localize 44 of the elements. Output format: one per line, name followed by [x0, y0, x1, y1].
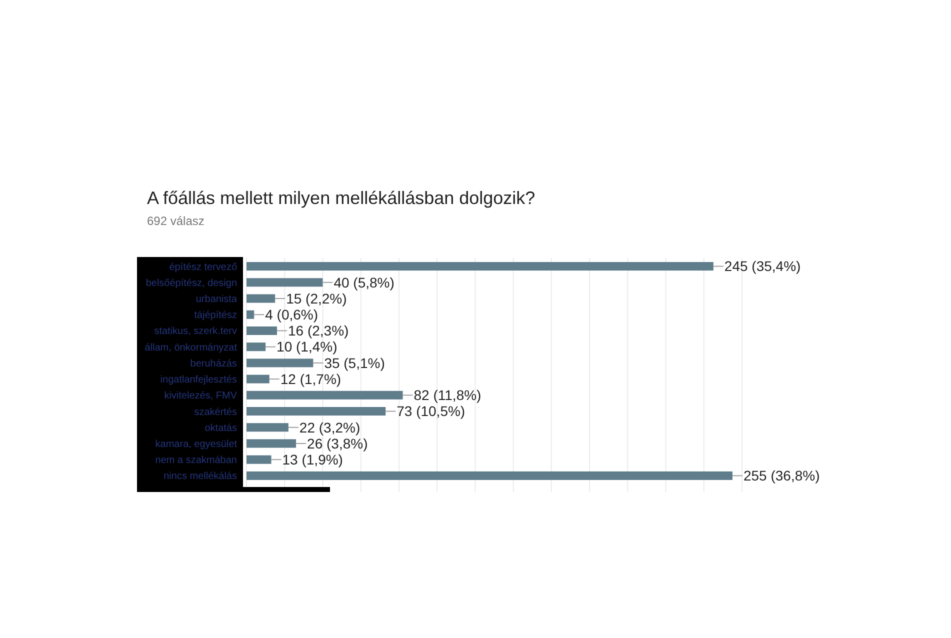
- y-tick-label: kivitelezés, FMV: [164, 390, 238, 402]
- chart-title: A főállás mellett milyen mellékállásban dolgozik?: [147, 188, 536, 208]
- bar: [246, 407, 386, 416]
- bar: [246, 455, 272, 464]
- y-tick-label: nem a szakmában: [155, 455, 237, 466]
- y-tick-label: statikus, szerk.terv: [154, 326, 237, 338]
- bar: [246, 358, 314, 368]
- y-tick-label: nincs mellékálás: [164, 471, 237, 482]
- data-label: 26 (3,8%): [307, 435, 368, 452]
- bar: [246, 439, 296, 448]
- y-tick-label: tájépítész: [194, 310, 237, 322]
- y-tick-label: belsőépítész, design: [146, 278, 237, 289]
- data-label: 13 (1,9%): [282, 451, 343, 468]
- bar: [246, 326, 277, 335]
- y-tick-label: állam, önkormányzat: [144, 342, 238, 354]
- data-label: 22 (3,2%): [299, 419, 360, 436]
- data-label: 12 (1,7%): [280, 370, 342, 387]
- y-tick-label: ingatlanfejlesztés: [160, 374, 237, 386]
- chart-subtitle: 692 válasz: [147, 214, 204, 228]
- bar: [246, 374, 270, 384]
- data-label: 245 (35,4%): [724, 258, 801, 274]
- data-label: 16 (2,3%): [288, 322, 349, 339]
- bar: [246, 471, 732, 480]
- bar: [246, 310, 254, 319]
- bar: [246, 294, 276, 303]
- data-label: 35 (5,1%): [324, 354, 385, 371]
- data-label: 73 (10,5%): [396, 403, 466, 420]
- y-tick-label: beruházás: [190, 358, 237, 370]
- data-label: 82 (11,8%): [414, 387, 482, 404]
- data-label: 4 (0,6%): [265, 306, 318, 323]
- bar: [246, 342, 266, 352]
- y-tick-label: urbanista: [196, 294, 238, 306]
- y-tick-label: építész tervező: [169, 262, 238, 273]
- data-label: 40 (5,8%): [334, 274, 394, 290]
- data-label: 10 (1,4%): [276, 338, 338, 355]
- bar: [246, 262, 714, 271]
- data-label: 255 (36,8%): [743, 468, 820, 484]
- y-tick-label: oktatás: [204, 422, 237, 434]
- y-tick-label: kamara, egyesület: [155, 438, 238, 450]
- bar: [246, 390, 403, 400]
- bar: [246, 423, 288, 432]
- data-label: 15 (2,2%): [286, 290, 347, 306]
- bar: [246, 278, 323, 287]
- y-tick-label: szakértés: [194, 406, 237, 418]
